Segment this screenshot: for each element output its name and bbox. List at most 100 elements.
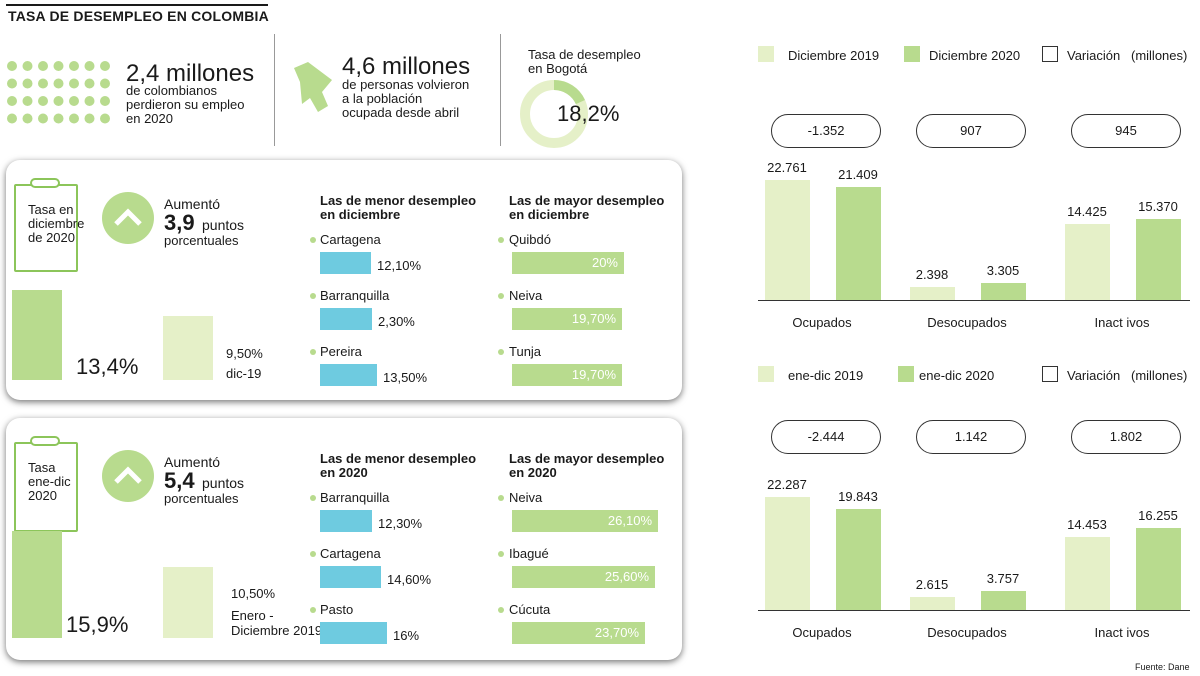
calendar-label: Tasa en bbox=[28, 202, 74, 217]
dot bbox=[69, 96, 79, 106]
current-rate-bar bbox=[12, 531, 62, 638]
city-name: Pasto bbox=[320, 602, 354, 617]
aumento-label: Aumentó bbox=[164, 196, 221, 212]
calendar-label: 2020 bbox=[28, 488, 57, 503]
current-rate-value: 15,9% bbox=[66, 612, 129, 637]
city-bar bbox=[320, 364, 377, 386]
dot bbox=[84, 61, 95, 71]
legend-swatch-2019 bbox=[758, 46, 774, 62]
category-label: Inact ivos bbox=[1094, 315, 1150, 330]
mayor-title: Las de mayor desempleo en diciembre bbox=[509, 193, 665, 222]
bar-value-label: 16.255 bbox=[1138, 508, 1178, 523]
dot bbox=[38, 96, 48, 106]
dot bbox=[7, 96, 17, 106]
bullet-icon bbox=[310, 495, 316, 501]
dot bbox=[38, 113, 48, 124]
city-bar: 19,70% bbox=[512, 364, 622, 386]
stat1-text: de colombianos perdieron su empleo en 2020 bbox=[126, 83, 245, 126]
bar-value-label: 2.615 bbox=[915, 577, 949, 592]
city-name: Cúcuta bbox=[509, 602, 551, 617]
dot bbox=[53, 96, 64, 106]
stat2-value: 4,6 millones bbox=[342, 53, 471, 80]
stat1-value: 2,4 millones bbox=[126, 60, 255, 87]
calendar-label: diciembre bbox=[28, 216, 85, 231]
stat2-text: de personas volvieron a la población ocupa… bbox=[342, 77, 470, 120]
bullet-icon bbox=[498, 551, 504, 557]
previous-rate-bar bbox=[163, 316, 213, 380]
variation-pill: 1.142 bbox=[916, 420, 1026, 454]
legend-swatch-2020 bbox=[898, 366, 914, 382]
dot bbox=[100, 61, 110, 71]
bullet-icon bbox=[498, 607, 504, 613]
calendar-label: ene-dic bbox=[28, 474, 71, 489]
legend-swatch-variation bbox=[1042, 366, 1058, 382]
bar-diciembre-2019 bbox=[910, 287, 955, 300]
category-label: Desocupados bbox=[927, 315, 1007, 330]
x-axis bbox=[758, 300, 1190, 301]
dot bbox=[22, 96, 33, 106]
bullet-icon bbox=[310, 551, 316, 557]
points-value: 5,4 bbox=[164, 468, 195, 493]
bar-ene-dic-2019 bbox=[765, 497, 810, 610]
variation-pill: -2.444 bbox=[771, 420, 881, 454]
city-bar: 23,70% bbox=[512, 622, 645, 644]
page-title: TASA DE DESEMPLEO EN COLOMBIA bbox=[8, 8, 269, 24]
x-axis bbox=[758, 610, 1190, 611]
bullet-icon bbox=[310, 607, 316, 613]
city-bar bbox=[320, 308, 372, 330]
city-name: Barranquilla bbox=[320, 288, 390, 303]
dot bbox=[84, 113, 95, 124]
city-value: 2,30% bbox=[378, 314, 415, 329]
city-value: 12,30% bbox=[378, 516, 423, 531]
bogota-label: Tasa de desempleo en Bogotá bbox=[528, 47, 641, 76]
bar-ene-dic-2020 bbox=[981, 591, 1026, 610]
dot bbox=[84, 78, 95, 89]
bullet-icon bbox=[310, 349, 316, 355]
category-label: Ocupados bbox=[792, 315, 852, 330]
city-value: 16% bbox=[393, 628, 420, 643]
legend-units: (millones) bbox=[1131, 48, 1188, 63]
bar-value-label: 22.761 bbox=[767, 160, 807, 175]
city-name: Tunja bbox=[509, 344, 542, 359]
bar-value-label: 15.370 bbox=[1138, 199, 1178, 214]
dot-grid-icon bbox=[6, 60, 116, 126]
chevron-up-icon bbox=[102, 450, 154, 502]
legend-label: Variación bbox=[1067, 48, 1121, 63]
legend-units: (millones) bbox=[1131, 368, 1188, 383]
city-name: Quibdó bbox=[509, 232, 551, 247]
dot bbox=[53, 113, 64, 124]
menor-title: Las de menor desempleo en diciembre bbox=[320, 193, 477, 222]
separator bbox=[274, 34, 275, 146]
dot bbox=[38, 61, 48, 71]
city-name: Cartagena bbox=[320, 546, 381, 561]
bar-value-label: 3.305 bbox=[986, 263, 1020, 278]
chevron-up-icon bbox=[102, 192, 154, 244]
calendar-icon: Tasa en diciembre de 2020 bbox=[14, 178, 85, 272]
dot bbox=[7, 78, 17, 89]
city-name: Neiva bbox=[509, 288, 543, 303]
city-bar bbox=[320, 566, 381, 588]
dot bbox=[100, 113, 110, 124]
dot bbox=[7, 113, 17, 124]
bar-value-label: 3.757 bbox=[986, 571, 1020, 586]
mayor-title: Las de mayor desempleo en 2020 bbox=[509, 451, 665, 480]
bar-value-label: 14.453 bbox=[1067, 517, 1107, 532]
city-value: 13,50% bbox=[383, 370, 428, 385]
dot bbox=[84, 96, 95, 106]
city-bar: 20% bbox=[512, 252, 624, 274]
legend-label: Diciembre 2019 bbox=[788, 48, 880, 63]
points-word: puntos bbox=[202, 217, 245, 233]
calendar-label: Tasa bbox=[28, 460, 56, 475]
legend-label: Diciembre 2020 bbox=[929, 48, 1021, 63]
bar-ene-dic-2020 bbox=[1136, 528, 1181, 610]
previous-rate-value: 9,50% bbox=[226, 346, 263, 361]
dot bbox=[53, 78, 64, 89]
aumento-label: Aumentó bbox=[164, 454, 221, 470]
calendar-label: de 2020 bbox=[28, 230, 75, 245]
legend-label: ene-dic 2020 bbox=[919, 368, 995, 383]
dot bbox=[69, 61, 79, 71]
category-label: Desocupados bbox=[927, 625, 1007, 640]
bar-value-label: 22.287 bbox=[767, 477, 807, 492]
bogota-donut bbox=[518, 78, 590, 155]
points-word: puntos bbox=[202, 475, 245, 491]
